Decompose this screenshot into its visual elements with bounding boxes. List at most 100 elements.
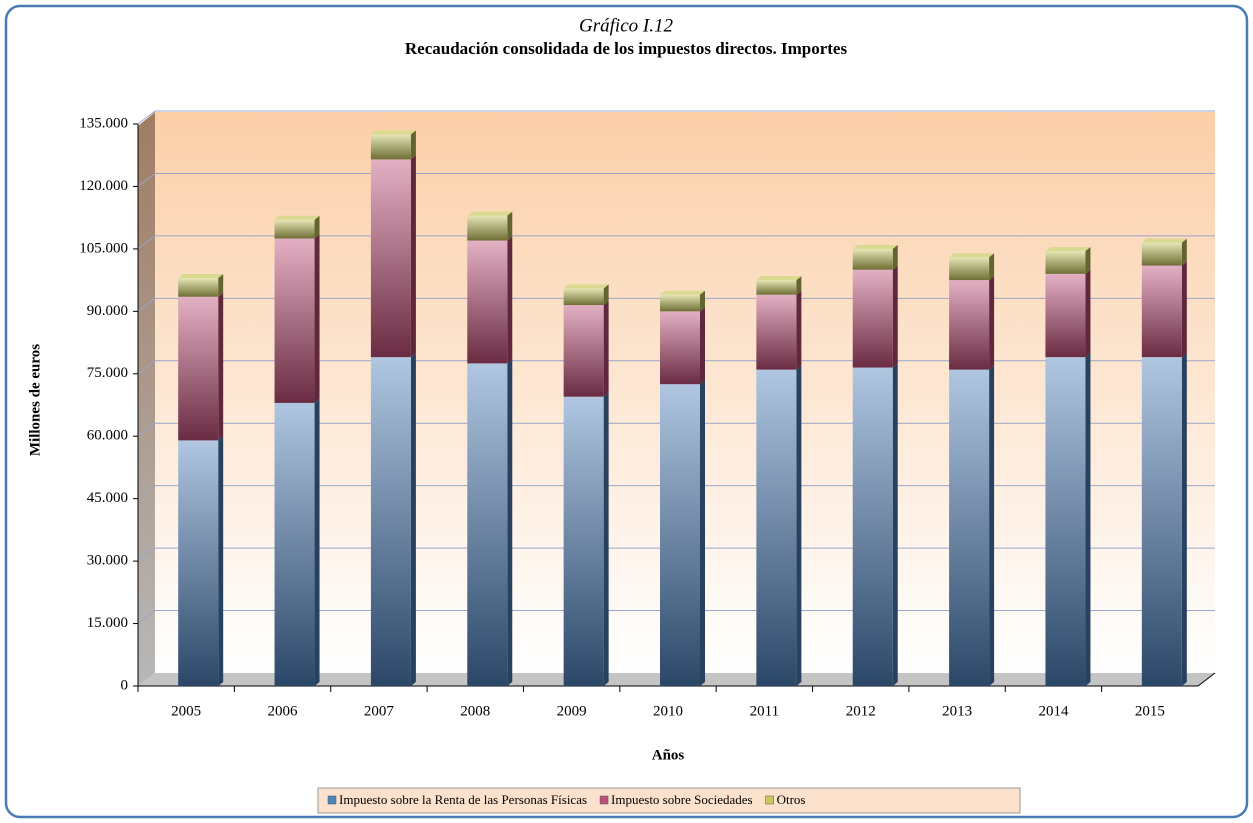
bar-top [563, 284, 609, 289]
bar-side [603, 392, 609, 686]
bar-side [989, 276, 995, 370]
bar-side [507, 359, 513, 686]
bar [756, 369, 797, 686]
bar-top [1141, 238, 1187, 243]
x-tick-label: 2012 [846, 703, 876, 719]
side-wall [138, 112, 155, 686]
x-tick-label: 2007 [364, 703, 395, 719]
grid-line [137, 547, 156, 562]
bar-top [756, 276, 802, 281]
x-tick-label: 2010 [653, 703, 683, 719]
y-tick-label: 30.000 [87, 553, 128, 569]
bar-side [314, 234, 320, 403]
legend-swatch [765, 795, 774, 805]
bar [467, 215, 508, 241]
bar [852, 367, 893, 686]
x-tick-label: 2013 [942, 703, 972, 719]
bar [949, 257, 990, 281]
y-tick-label: 105.000 [79, 240, 128, 256]
bar [1141, 242, 1182, 266]
bar [660, 311, 700, 385]
x-axis-label: Años [652, 747, 685, 763]
x-tick-label: 2015 [1135, 703, 1165, 719]
bar [1045, 250, 1086, 274]
bar [563, 396, 604, 686]
x-tick-label: 2011 [750, 703, 779, 719]
bar-side [1181, 238, 1187, 266]
bar-side [218, 292, 224, 441]
bar [563, 305, 604, 397]
bar-top [370, 130, 416, 135]
bar [660, 384, 700, 686]
grid-line [137, 235, 156, 250]
chart-subtitle: Recaudación consolidada de los impuestos… [405, 39, 848, 58]
bar-top [949, 253, 995, 258]
x-tick-label: 2014 [1038, 703, 1069, 719]
bar [1141, 265, 1182, 358]
bar-side [796, 365, 802, 686]
bar-side [700, 380, 705, 686]
bar-side [700, 307, 705, 385]
bar-side [1085, 246, 1091, 274]
legend-swatch [327, 795, 337, 805]
bar [274, 402, 315, 686]
bar [467, 363, 508, 686]
bar [563, 288, 604, 306]
x-tick-label: 2008 [460, 703, 490, 719]
bar-side [892, 265, 898, 368]
bar-side [989, 253, 995, 281]
bar-side [700, 290, 705, 312]
bar-side [410, 155, 416, 358]
bar [274, 219, 315, 239]
bar-side [892, 244, 898, 270]
bar-side [796, 290, 802, 370]
bar-side [989, 365, 995, 686]
bar-side [1085, 269, 1091, 358]
grid-line [137, 360, 156, 375]
bar [178, 296, 219, 441]
legend-swatch [599, 795, 609, 805]
bar [1045, 273, 1086, 358]
legend [317, 787, 1021, 814]
bar [660, 294, 700, 312]
x-tick-label: 2005 [171, 703, 201, 719]
bar-side [603, 284, 609, 306]
y-tick-label: 15.000 [87, 615, 128, 631]
bar-side [796, 276, 802, 295]
bar-side [603, 301, 609, 397]
bar [370, 134, 411, 160]
x-tick-label: 2009 [557, 703, 587, 719]
bar [1045, 357, 1086, 686]
bar [274, 238, 315, 403]
legend-label: Impuesto sobre la Renta de las Personas … [339, 792, 587, 807]
chart-title: Gráfico I.12 [579, 15, 673, 36]
y-tick-label: 90.000 [87, 303, 128, 319]
x-axis [1197, 672, 1216, 687]
legend-label: Otros [777, 792, 806, 807]
y-tick-label: 75.000 [87, 365, 128, 381]
bar-top [660, 290, 705, 295]
bar [370, 357, 411, 686]
bar [949, 280, 990, 370]
bar-side [410, 130, 416, 160]
bar-top [852, 244, 898, 249]
bar [370, 159, 411, 358]
bar-side [314, 398, 320, 686]
y-tick-label: 120.000 [79, 178, 128, 194]
y-tick-label: 45.000 [87, 490, 128, 506]
bar [178, 440, 219, 686]
bar-top [467, 211, 513, 216]
y-tick-label: 0 [121, 677, 129, 693]
bar-side [1181, 353, 1187, 686]
bar [756, 280, 797, 295]
y-tick-label: 60.000 [87, 428, 128, 444]
grid-line [137, 485, 156, 500]
bar-top [1045, 246, 1091, 251]
grid-line [137, 422, 156, 437]
bar [852, 248, 893, 270]
grid-line [137, 110, 156, 125]
bar-side [218, 436, 224, 686]
bar [467, 240, 508, 364]
grid-line [137, 610, 156, 624]
bar-top [178, 274, 224, 279]
